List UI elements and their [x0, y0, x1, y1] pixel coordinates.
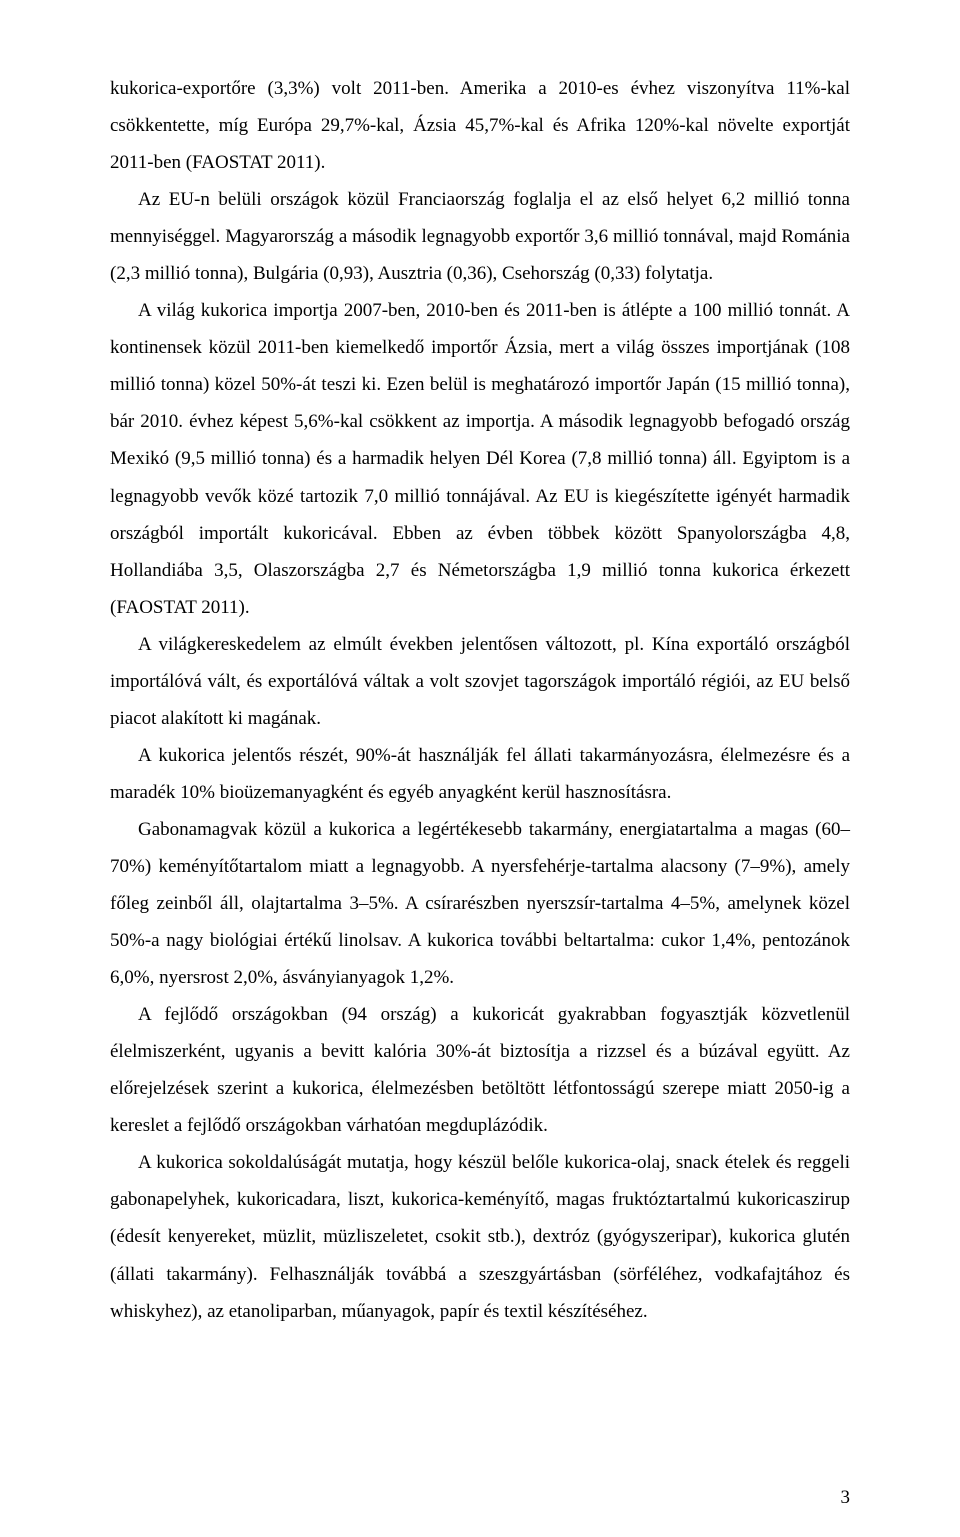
paragraph-8: A kukorica sokoldalúságát mutatja, hogy …	[110, 1144, 850, 1329]
page-number: 3	[841, 1488, 851, 1507]
paragraph-7: A fejlődő országokban (94 ország) a kuko…	[110, 996, 850, 1144]
paragraph-3: A világ kukorica importja 2007-ben, 2010…	[110, 292, 850, 625]
paragraph-6: Gabonamagvak közül a kukorica a legérték…	[110, 811, 850, 996]
paragraph-5: A kukorica jelentős részét, 90%-át haszn…	[110, 737, 850, 811]
paragraph-4: A világkereskedelem az elmúlt években je…	[110, 626, 850, 737]
paragraph-2: Az EU-n belüli országok közül Franciaors…	[110, 181, 850, 292]
page: kukorica-exportőre (3,3%) volt 2011-ben.…	[0, 0, 960, 1537]
paragraph-1: kukorica-exportőre (3,3%) volt 2011-ben.…	[110, 70, 850, 181]
